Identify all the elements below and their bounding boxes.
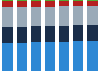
Bar — [59, 0, 69, 1]
Bar — [16, 27, 27, 43]
Bar — [45, 26, 55, 42]
Bar — [2, 1, 13, 7]
Bar — [16, 1, 27, 7]
Bar — [87, 1, 98, 6]
Bar — [16, 0, 27, 1]
Bar — [59, 6, 69, 26]
Bar — [45, 1, 55, 7]
Bar — [45, 42, 55, 71]
Bar — [31, 26, 41, 42]
Bar — [2, 0, 13, 1]
Bar — [45, 7, 55, 26]
Bar — [73, 6, 83, 25]
Bar — [73, 1, 83, 6]
Bar — [59, 1, 69, 6]
Bar — [73, 41, 83, 71]
Bar — [16, 43, 27, 71]
Bar — [59, 42, 69, 71]
Bar — [73, 25, 83, 41]
Bar — [31, 7, 41, 26]
Bar — [31, 0, 41, 1]
Bar — [87, 41, 98, 71]
Bar — [16, 7, 27, 27]
Bar — [2, 27, 13, 43]
Bar — [31, 1, 41, 7]
Bar — [31, 42, 41, 71]
Bar — [87, 6, 98, 25]
Bar — [59, 26, 69, 42]
Bar — [2, 7, 13, 27]
Bar — [45, 0, 55, 1]
Bar — [87, 25, 98, 41]
Bar — [73, 0, 83, 1]
Bar — [2, 43, 13, 71]
Bar — [87, 0, 98, 1]
